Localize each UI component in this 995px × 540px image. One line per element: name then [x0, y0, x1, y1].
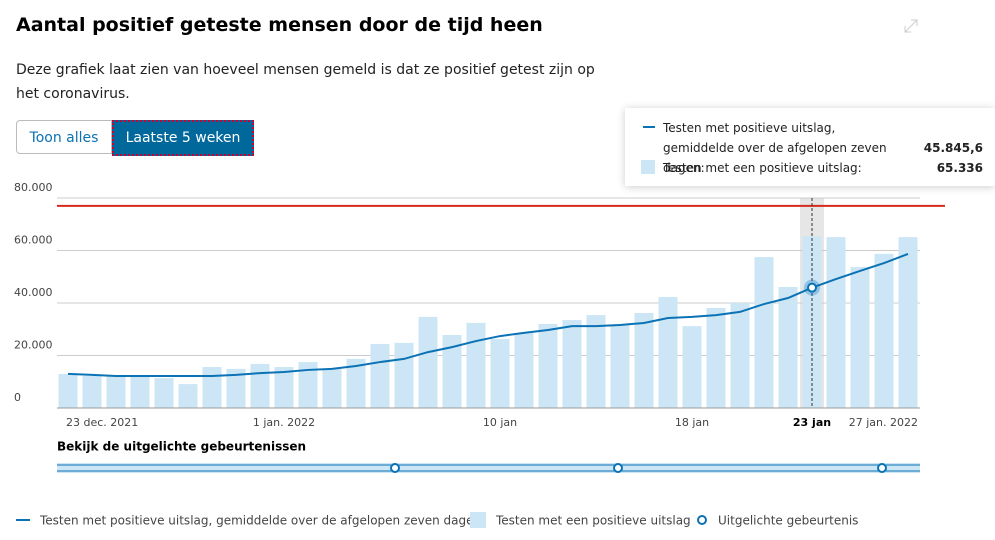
bar	[514, 332, 534, 408]
y-tick-label: 20.000	[14, 339, 53, 352]
bar	[322, 368, 342, 408]
bar	[850, 267, 870, 408]
legend-entry: Uitgelichte gebeurtenis	[718, 514, 858, 528]
timeline	[57, 463, 920, 473]
bar	[298, 362, 318, 408]
y-tick-label: 0	[14, 391, 21, 404]
button[interactable]: Toon alles	[16, 120, 112, 154]
x-tick-label: 1 jan. 2022	[253, 416, 315, 429]
event-marker[interactable]	[613, 463, 623, 473]
bar	[250, 363, 270, 408]
legend-entry: Testen met positieve uitslag, gemiddelde…	[39, 514, 481, 528]
expand-icon[interactable]	[904, 19, 918, 33]
bar	[442, 335, 462, 408]
y-tick-label: 40.000	[14, 286, 53, 299]
y-tick-label: 60.000	[14, 234, 53, 247]
events-label: Bekijk de uitgelichte gebeurtenissen	[57, 440, 306, 454]
legend-swatch-event	[697, 515, 707, 525]
button-active[interactable]: Laatste 5 weken	[112, 120, 254, 156]
event-marker[interactable]	[390, 463, 400, 473]
tooltip-label: Testen met een positieve uitslag:	[663, 161, 862, 175]
x-tick-label: 23 jan	[793, 416, 831, 429]
bar	[802, 236, 822, 408]
bar	[778, 286, 798, 408]
bar	[274, 367, 294, 408]
bar	[154, 378, 174, 408]
y-tick-label: 80.000	[14, 181, 53, 194]
bar	[418, 316, 438, 408]
x-tick-label: 18 jan	[675, 416, 709, 429]
tooltip-swatch-line	[643, 126, 655, 128]
bar	[826, 237, 846, 408]
bar	[538, 324, 558, 408]
x-tick-label: 10 jan	[483, 416, 517, 429]
title: Aantal positief geteste mensen door de t…	[16, 14, 543, 36]
event-marker[interactable]	[877, 463, 887, 473]
bar	[370, 343, 390, 408]
bar	[466, 322, 486, 408]
bar	[874, 253, 894, 408]
tooltip-value: 45.845,6	[923, 141, 983, 155]
legend-swatch-bar	[470, 512, 486, 528]
focus-point	[807, 282, 817, 293]
tooltip-swatch-bar	[641, 160, 655, 174]
bar	[394, 342, 414, 408]
bar	[898, 237, 918, 408]
bar	[202, 367, 222, 408]
bar	[658, 296, 678, 408]
tooltip-value: 65.336	[936, 161, 983, 175]
subtitle: Deze grafiek laat zien van hoeveel mense…	[16, 62, 595, 102]
bar	[562, 320, 582, 408]
bar	[346, 358, 366, 408]
bar	[58, 373, 78, 408]
legend-entry: Testen met een positieve uitslag	[495, 514, 691, 528]
line	[67, 252, 909, 377]
bar	[706, 307, 726, 408]
bar	[682, 326, 702, 408]
bar	[106, 375, 126, 408]
bar	[226, 368, 246, 408]
tooltip-label: Testen met positieve uitslag, gemiddelde…	[663, 121, 887, 175]
bar	[82, 375, 102, 408]
bar	[130, 377, 150, 408]
bar	[730, 303, 750, 408]
bar	[610, 325, 630, 408]
tooltip: Testen met positieve uitslag, gemiddelde…	[625, 108, 995, 186]
x-tick-label: 27 jan. 2022	[849, 416, 918, 429]
bar	[586, 315, 606, 408]
bar	[178, 384, 198, 408]
bar	[490, 338, 510, 408]
bar	[634, 312, 654, 408]
x-tick-label: 23 dec. 2021	[66, 416, 138, 429]
bar	[754, 257, 774, 408]
